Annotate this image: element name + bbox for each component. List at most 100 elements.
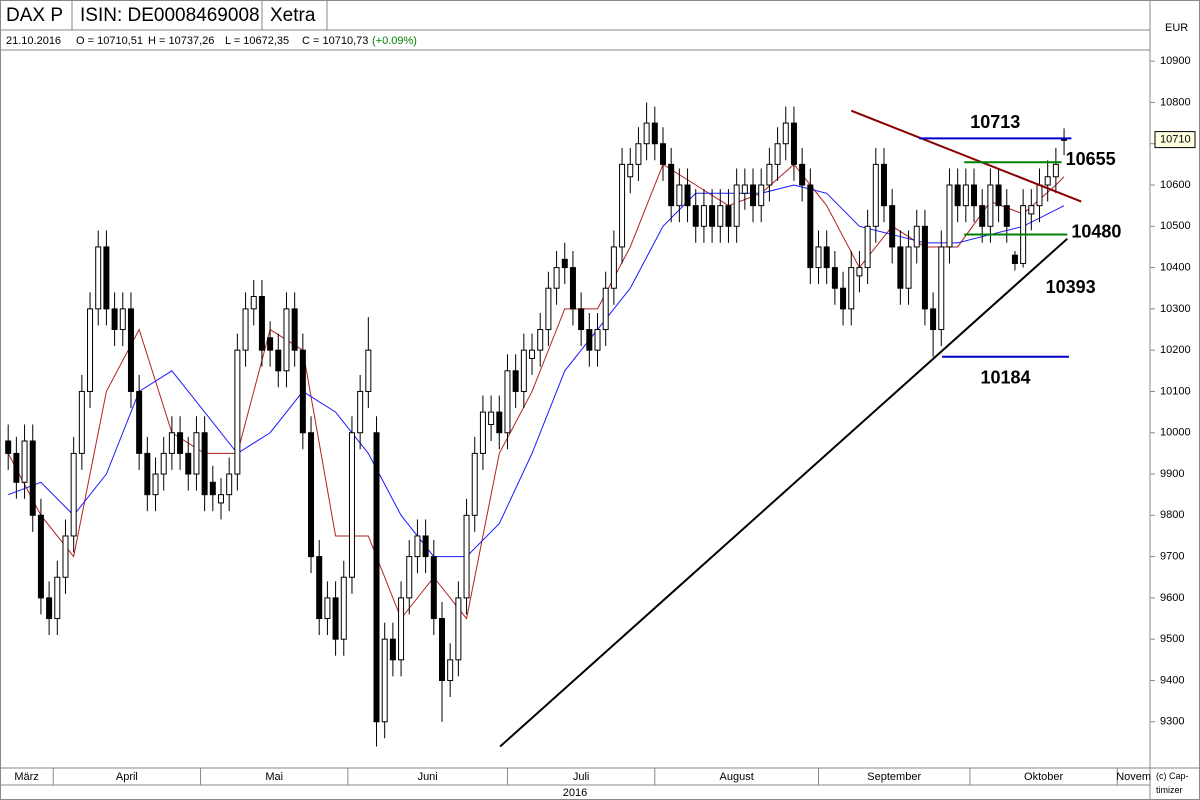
currency: EUR [1165,22,1188,34]
candle-body [569,267,576,310]
candle-body [586,329,593,351]
candle-body [209,481,216,496]
copyright: (c) Cap-timizer [1156,771,1189,795]
candle-body [750,184,757,207]
candle-body [651,122,658,145]
y-tick-label: 10500 [1160,220,1191,232]
candle-body [389,638,396,661]
candle-body [553,267,560,289]
candle-body [54,576,61,620]
y-tick-label: 9400 [1160,674,1184,686]
x-tick-label: Mai [265,771,283,783]
candle-body [340,576,347,640]
candle-body [520,349,527,392]
candle-body [226,473,233,496]
candle-body [643,122,650,145]
trendline [850,109,1082,203]
candle-body [29,440,36,516]
y-tick-label: 10600 [1160,179,1191,191]
candle-body [62,535,69,578]
candle-body [5,440,12,454]
candle-body [373,432,380,723]
candle-body [1052,163,1059,178]
y-tick-label: 9800 [1160,509,1184,521]
candle-body [95,246,102,310]
candle-body [111,308,118,331]
open: O = 10710,51 [76,35,143,47]
candle-body [962,184,969,207]
candle-body [185,452,192,475]
close: C = 10710,73 [302,35,368,47]
copyright-box: (c) Cap-timizer [1156,771,1189,795]
candle-body [1011,254,1018,264]
candle-body [979,205,986,227]
level-label: 10480 [1071,221,1121,241]
candle-body [725,205,732,227]
candle-body [529,349,536,359]
candle-body [971,184,978,207]
candle-body [741,184,748,194]
year: 2016 [563,787,587,799]
candle-body [152,473,159,496]
x-tick-label: Novem [1116,771,1151,783]
candle-body [799,163,806,186]
candle-body [430,556,437,620]
candle-body [602,287,609,331]
candle-body [987,184,994,227]
y-tick-label: 10900 [1160,55,1191,67]
y-tick-label: 9600 [1160,592,1184,604]
candle-body [70,452,77,537]
candle-body [512,370,519,392]
level-label: 10713 [970,112,1020,132]
candle-body [21,440,28,483]
exchange: Xetra [270,5,316,26]
candle-body [815,246,822,269]
candle-body [283,308,290,372]
level-label: 10184 [981,368,1031,388]
candle-body [913,225,920,248]
candle-body [406,556,413,599]
candle-body [201,432,208,496]
candle-body [398,597,405,661]
candle-body [659,143,666,165]
x-tick-label: April [116,771,138,783]
candle-body [119,308,126,331]
candle-body [13,452,20,483]
candle-body [831,267,838,289]
high: H = 10737,26 [148,35,214,47]
y-tick-label: 9700 [1160,551,1184,563]
candle-body [897,246,904,289]
candle-body [422,535,429,558]
candle-body [627,163,634,178]
candle-body [177,432,184,454]
candle-body [46,597,53,620]
candle-body [299,349,306,434]
candle-body [87,308,94,392]
title: DAX P [6,5,63,26]
candle-body [193,432,200,475]
y-tick-label: 10200 [1160,344,1191,356]
candle-body [250,295,257,310]
candle-body [1044,176,1051,186]
candle-body [438,618,445,681]
candle-body [692,205,699,227]
x-tick-label: August [720,771,754,783]
candle-body [37,514,44,599]
candle-body [234,349,241,475]
candle-body [578,308,585,331]
candle-body [995,184,1002,207]
candle-body [782,122,789,145]
isin: ISIN: DE0008469008 [80,5,260,26]
candle-body [144,452,151,496]
candle-body [160,452,167,475]
candle-body [381,638,388,723]
candle-body [275,349,282,372]
candle-body [938,246,945,331]
x-tick-label: Oktober [1024,771,1063,783]
candle-body [324,597,331,620]
candle-body [823,246,830,269]
candle-body [332,597,339,640]
date: 21.10.2016 [6,35,61,47]
candle-body [365,349,372,392]
candle-body [676,184,683,207]
